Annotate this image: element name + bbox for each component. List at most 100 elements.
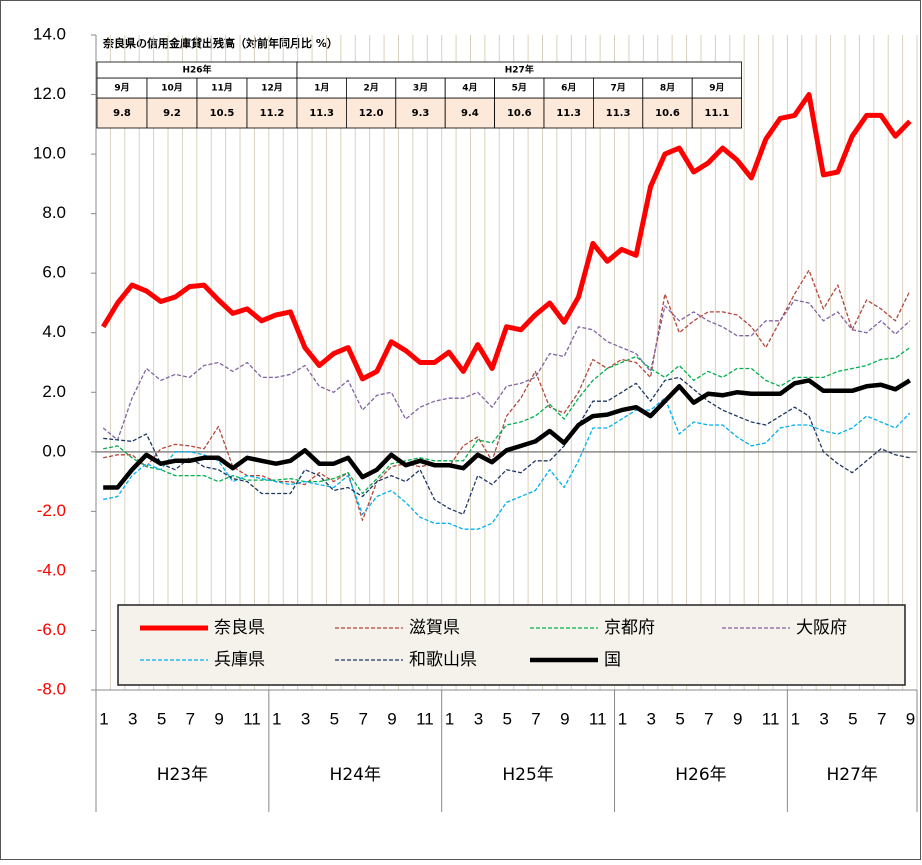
x-tick-label: 7	[358, 709, 367, 728]
value-cell	[444, 97, 496, 129]
value-label: 10.6	[507, 108, 532, 119]
x-tick-label: 3	[647, 709, 656, 728]
x-tick-label: 5	[675, 709, 684, 728]
x-tick-label: 11	[243, 709, 261, 728]
month-label: 8月	[660, 83, 675, 94]
x-tick-label: 7	[531, 709, 540, 728]
x-group-label: H24年	[330, 765, 381, 785]
x-tick-label: 7	[704, 709, 713, 728]
value-label: 11.3	[556, 108, 581, 119]
x-tick-label: 9	[560, 709, 569, 728]
x-tick-label: 1	[99, 709, 108, 728]
legend-label: 国	[604, 650, 621, 670]
x-tick-label: 9	[387, 709, 396, 728]
month-label: 1月	[314, 83, 329, 94]
value-cell	[196, 97, 248, 129]
x-tick-label: 5	[157, 709, 166, 728]
value-label: 11.2	[260, 108, 285, 119]
series-line	[103, 397, 911, 530]
value-label: 9.2	[163, 108, 181, 119]
value-label: 9.8	[113, 108, 131, 119]
y-tick-label: -8.0	[37, 679, 66, 698]
value-cell	[494, 97, 545, 129]
x-tick-label: 11	[589, 709, 607, 728]
y-tick-label: -4.0	[37, 560, 66, 579]
y-tick-label: 0.0	[42, 441, 66, 460]
value-label: 11.1	[705, 108, 730, 119]
year-label: H27年	[505, 64, 534, 76]
value-label: 11.3	[309, 108, 334, 119]
x-tick-label: 11	[416, 709, 434, 728]
value-cell	[395, 97, 446, 129]
x-tick-label: 1	[445, 709, 454, 728]
y-tick-label: 10.0	[33, 144, 66, 163]
series-line	[101, 92, 912, 382]
value-label: 9.3	[412, 108, 430, 119]
value-cell	[246, 97, 298, 129]
value-label: 10.6	[655, 108, 680, 119]
year-label: H26年	[182, 64, 211, 76]
month-label: 7月	[610, 83, 625, 94]
value-cell	[691, 97, 743, 129]
y-tick-label: 12.0	[33, 84, 66, 103]
month-label: 11月	[211, 83, 233, 94]
year-cell	[296, 61, 743, 79]
legend-label: 大阪府	[796, 618, 847, 638]
month-label: 4月	[462, 83, 477, 94]
series-line	[103, 269, 911, 521]
x-tick-label: 9	[733, 709, 742, 728]
month-label: 12月	[261, 83, 283, 94]
month-label: 9月	[114, 83, 129, 94]
y-tick-label: 6.0	[42, 263, 66, 282]
legend-label: 奈良県	[214, 618, 265, 638]
value-label: 9.4	[461, 108, 479, 119]
y-tick-label: -6.0	[37, 620, 66, 639]
x-tick-label: 9	[906, 709, 915, 728]
y-tick-label: -2.0	[37, 501, 66, 520]
legend-label: 和歌山県	[409, 650, 477, 670]
value-label: 11.3	[606, 108, 631, 119]
x-tick-label: 1	[272, 709, 281, 728]
x-tick-label: 1	[791, 709, 800, 728]
legend-box	[117, 604, 906, 686]
value-cell	[296, 97, 347, 129]
x-group-label: H25年	[502, 765, 553, 785]
month-label: 9月	[709, 83, 724, 94]
month-label: 3月	[413, 83, 428, 94]
month-label: 5月	[512, 83, 527, 94]
x-group-label: H23年	[157, 765, 208, 785]
y-tick-label: 8.0	[42, 203, 66, 222]
x-tick-label: 3	[819, 709, 828, 728]
month-label: 10月	[161, 83, 183, 94]
x-tick-label: 7	[186, 709, 195, 728]
x-tick-label: 7	[877, 709, 886, 728]
x-tick-label: 11	[762, 709, 780, 728]
value-cell	[593, 97, 644, 129]
series-line	[102, 299, 911, 441]
value-cell	[642, 97, 693, 129]
x-tick-label: 3	[474, 709, 483, 728]
value-cell	[96, 97, 148, 129]
y-tick-label: 2.0	[42, 382, 66, 401]
x-tick-label: 5	[503, 709, 512, 728]
value-cell	[146, 97, 198, 129]
x-group-label: H27年	[826, 765, 877, 785]
value-label: 12.0	[359, 108, 384, 119]
series-line	[103, 347, 911, 495]
month-label: 2月	[363, 83, 378, 94]
legend-label: 兵庫県	[214, 650, 265, 670]
legend-label: 京都府	[604, 618, 655, 638]
legend-label: 滋賀県	[409, 618, 460, 638]
x-tick-label: 3	[301, 709, 310, 728]
x-tick-label: 3	[128, 709, 137, 728]
x-tick-label: 9	[214, 709, 223, 728]
y-tick-label: 14.0	[33, 24, 66, 43]
x-tick-label: 1	[618, 709, 627, 728]
series-line	[103, 378, 911, 490]
month-label: 6月	[561, 83, 576, 94]
x-group-label: H26年	[675, 765, 726, 785]
x-tick-label: 5	[848, 709, 857, 728]
inset-title: 奈良県の信用金庫貸出残高（対前年同月比 %）	[102, 36, 338, 50]
